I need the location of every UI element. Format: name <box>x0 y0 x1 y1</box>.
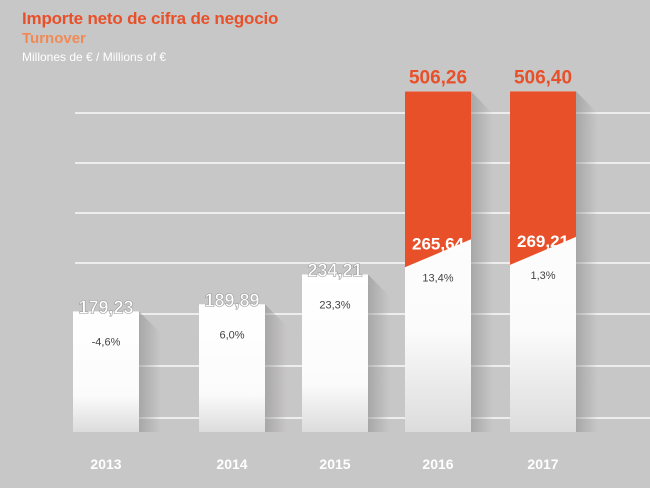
bar-shadow <box>368 274 390 432</box>
unit-label: Millones de € / Millions of € <box>22 50 167 64</box>
growth-label-2017: 1,3% <box>530 270 555 282</box>
total-label-2016: 506,26 <box>409 67 467 88</box>
bar-shadow <box>471 91 493 432</box>
value-label-2016: 265,64 <box>412 234 465 253</box>
x-tick-label-2016: 2016 <box>422 456 453 472</box>
growth-label-2016: 13,4% <box>422 272 453 284</box>
value-label-2013: 179,23 <box>78 297 133 317</box>
x-tick-label-2014: 2014 <box>216 456 247 472</box>
total-label-2017: 506,40 <box>514 67 572 88</box>
bar-2013 <box>73 311 139 432</box>
chart-subtitle: Turnover <box>22 30 86 47</box>
chart-title: Importe neto de cifra de negocio <box>22 9 279 28</box>
x-tick-label-2015: 2015 <box>319 456 350 472</box>
bar-segment-2017 <box>510 91 576 265</box>
bar-shadow <box>576 91 598 432</box>
bar-2015 <box>302 274 368 432</box>
growth-label-2015: 23,3% <box>319 299 350 311</box>
bar-segment-2016 <box>405 91 471 268</box>
growth-label-2014: 6,0% <box>219 329 244 341</box>
bar-shadow <box>139 311 161 432</box>
x-tick-label-2017: 2017 <box>527 456 558 472</box>
value-label-2014: 189,89 <box>204 290 259 310</box>
bar-shadow <box>265 304 287 432</box>
bar-2014 <box>199 304 265 432</box>
growth-label-2013: -4,6% <box>92 336 121 348</box>
value-label-2017: 269,21 <box>517 232 569 251</box>
value-label-2015: 234,21 <box>307 260 362 280</box>
x-tick-label-2013: 2013 <box>90 456 121 472</box>
